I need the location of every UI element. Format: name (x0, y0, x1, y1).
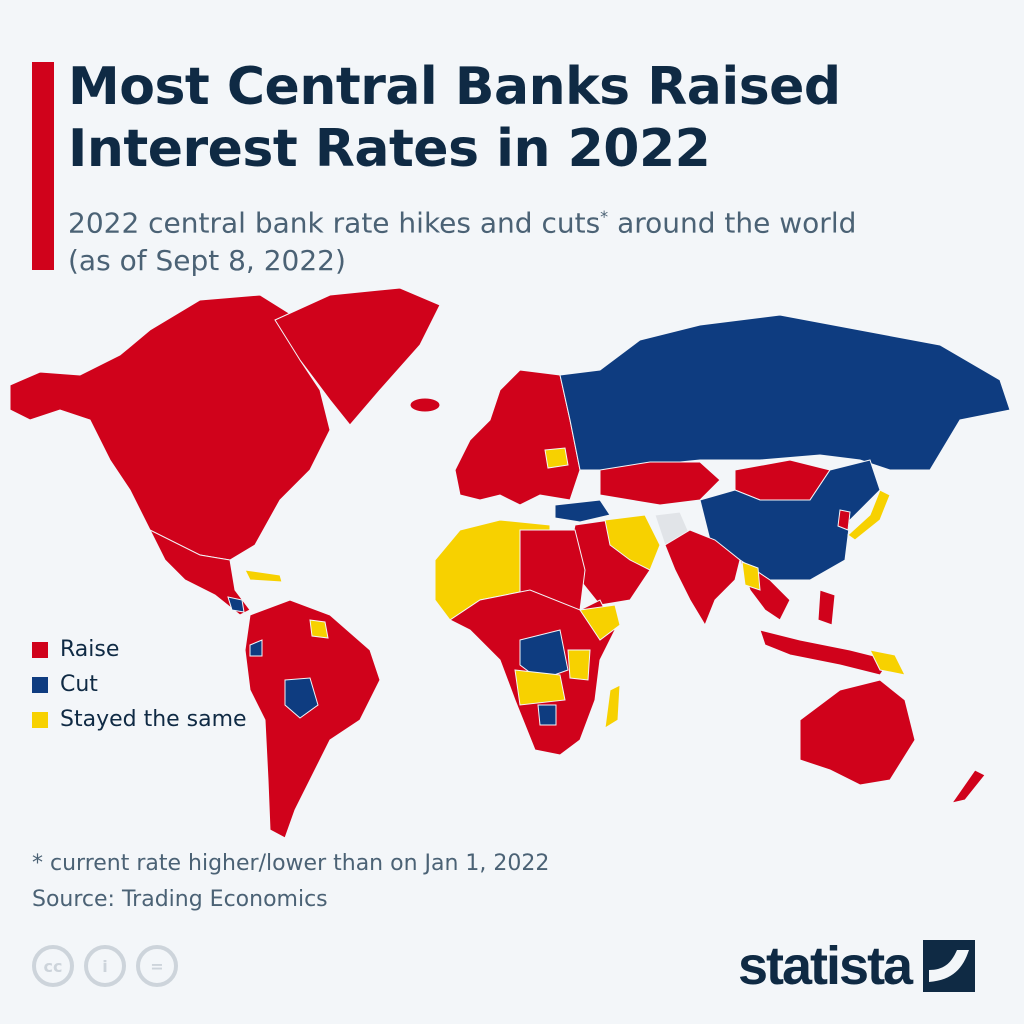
legend-item-raise: Raise (32, 632, 247, 667)
region-ecuador (249, 639, 263, 657)
region-europe (454, 369, 581, 506)
subtitle-asterisk: * (600, 207, 609, 226)
region-australia (799, 679, 916, 786)
accent-bar (32, 62, 54, 270)
region-mexico-central-america (148, 528, 251, 616)
region-new-zealand (950, 769, 986, 804)
subtitle: 2022 central bank rate hikes and cuts* a… (68, 198, 856, 280)
region-south-asia (664, 529, 741, 627)
region-kazakhstan (599, 461, 721, 506)
subtitle-main: 2022 central bank rate hikes and cuts (68, 206, 601, 240)
region-caribbean (244, 569, 283, 583)
cc-icon[interactable]: cc (32, 945, 74, 987)
region-iran (604, 514, 661, 571)
region-south-america (244, 599, 381, 839)
region-guyana (309, 619, 329, 639)
region-europe-same (544, 447, 569, 469)
footnote-text: * current rate higher/lower than on Jan … (32, 851, 550, 876)
source-text: Source: Trading Economics (32, 887, 328, 912)
region-greenland (274, 287, 441, 426)
attribution-icon[interactable]: i (84, 945, 126, 987)
page-title: Most Central Banks Raised Interest Rates… (68, 57, 841, 179)
legend-swatch-raise (32, 641, 48, 658)
legend-label: Raise (60, 637, 120, 662)
legend: Raise Cut Stayed the same (32, 632, 247, 737)
logo-text: statista (738, 936, 913, 996)
region-zimbabwe (537, 704, 557, 726)
statista-mark-icon (923, 940, 976, 992)
region-korea (837, 509, 851, 531)
region-turkey (554, 499, 611, 523)
legend-swatch-same (32, 711, 48, 728)
legend-swatch-cut (32, 676, 48, 693)
subtitle-rest: around the world (608, 206, 857, 240)
region-central-america-cut (227, 596, 245, 613)
no-derivatives-icon[interactable]: = (136, 945, 178, 987)
region-russia (559, 314, 1011, 471)
footnote: * current rate higher/lower than on Jan … (32, 846, 549, 918)
region-indonesia (759, 629, 891, 676)
region-myanmar (741, 561, 761, 591)
region-tanzania (567, 649, 591, 681)
region-bolivia (284, 677, 319, 719)
region-north-america (9, 294, 331, 561)
legend-item-cut: Cut (32, 667, 247, 702)
license-icons: cc i = (32, 945, 178, 987)
region-angola-zambia (514, 669, 566, 706)
region-iceland (409, 397, 441, 413)
statista-logo[interactable]: statista (738, 935, 976, 997)
legend-label: Cut (60, 672, 98, 697)
region-japan (847, 489, 891, 541)
region-madagascar (604, 684, 621, 729)
region-horn-of-africa (579, 604, 621, 641)
region-philippines (817, 589, 836, 626)
legend-item-same: Stayed the same (32, 702, 247, 737)
world-map (9, 287, 1011, 839)
legend-label: Stayed the same (60, 707, 247, 732)
region-png (869, 649, 906, 676)
subtitle-date: (as of Sept 8, 2022) (68, 244, 346, 278)
